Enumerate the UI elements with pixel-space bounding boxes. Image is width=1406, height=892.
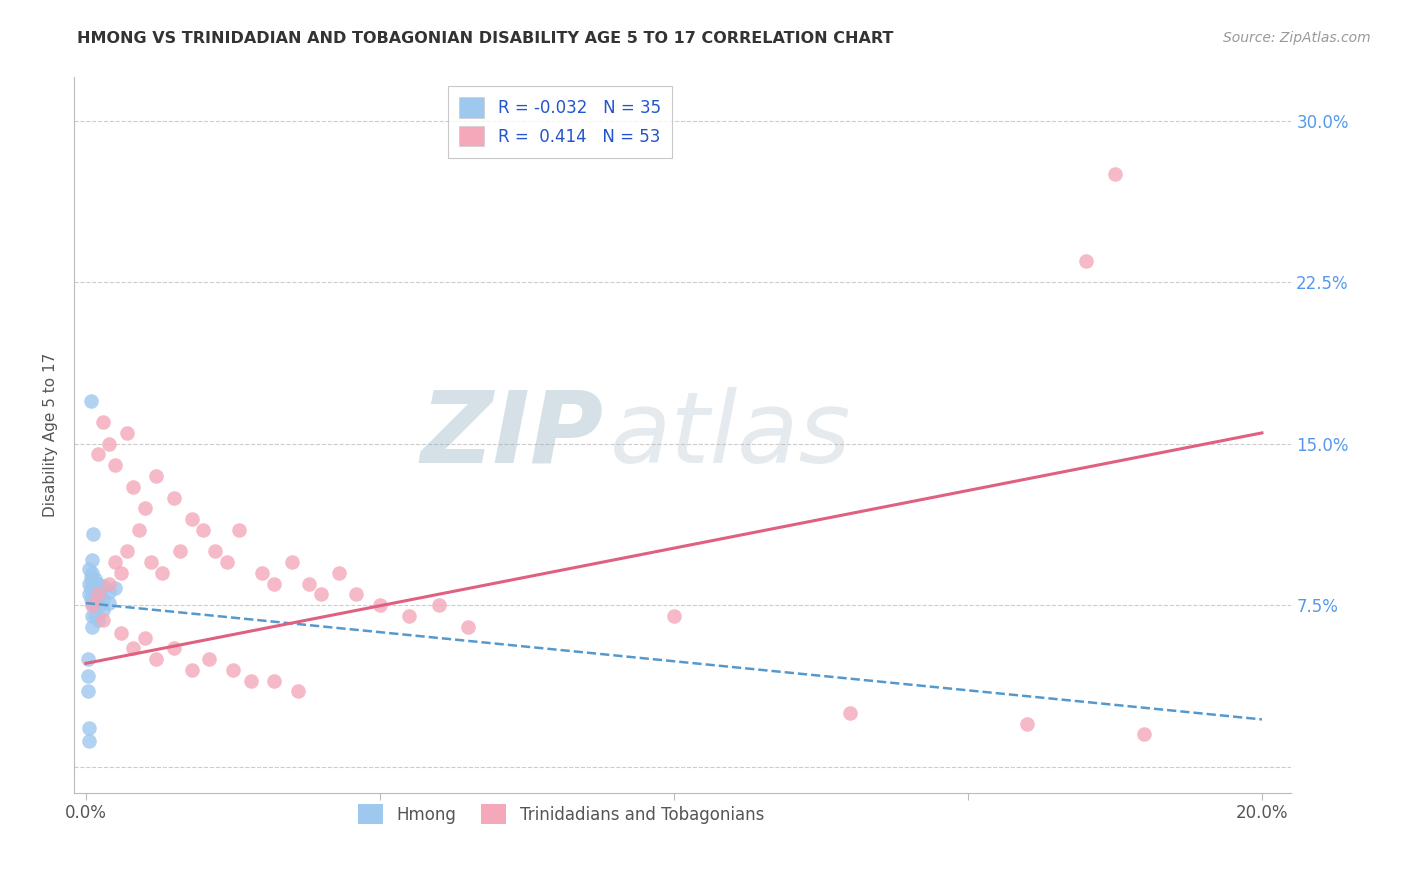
Point	[86, 590, 108, 604]
Point	[98, 596, 121, 610]
Point	[1074, 253, 1097, 268]
Point	[77, 587, 100, 601]
Point	[76, 652, 98, 666]
Point	[79, 581, 101, 595]
Point	[134, 631, 156, 645]
Point	[139, 555, 162, 569]
Point	[368, 599, 391, 613]
Point	[83, 596, 105, 610]
Point	[79, 570, 101, 584]
Point	[80, 553, 103, 567]
Point	[145, 652, 167, 666]
Point	[80, 566, 103, 580]
Point	[79, 393, 101, 408]
Point	[93, 602, 115, 616]
Point	[163, 641, 186, 656]
Point	[122, 480, 145, 494]
Point	[204, 544, 226, 558]
Point	[239, 673, 262, 688]
Point	[93, 415, 115, 429]
Point	[80, 599, 103, 613]
Point	[228, 523, 250, 537]
Point	[98, 585, 121, 599]
Point	[83, 583, 105, 598]
Point	[128, 523, 150, 537]
Point	[180, 512, 202, 526]
Point	[263, 576, 285, 591]
Point	[80, 583, 103, 598]
Point	[86, 576, 108, 591]
Point	[298, 576, 321, 591]
Point	[287, 684, 309, 698]
Point	[79, 591, 101, 606]
Point	[104, 555, 127, 569]
Point	[110, 566, 132, 580]
Point	[309, 587, 332, 601]
Point	[280, 555, 302, 569]
Point	[76, 669, 98, 683]
Point	[80, 620, 103, 634]
Point	[427, 599, 450, 613]
Point	[252, 566, 274, 580]
Point	[1104, 167, 1126, 181]
Point	[77, 734, 100, 748]
Point	[145, 469, 167, 483]
Point	[93, 579, 115, 593]
Point	[457, 620, 479, 634]
Point	[328, 566, 350, 580]
Point	[215, 555, 238, 569]
Point	[169, 544, 191, 558]
Point	[104, 458, 127, 473]
Point	[98, 576, 121, 591]
Y-axis label: Disability Age 5 to 17: Disability Age 5 to 17	[44, 353, 58, 517]
Point	[93, 591, 115, 606]
Text: HMONG VS TRINIDADIAN AND TOBAGONIAN DISABILITY AGE 5 TO 17 CORRELATION CHART: HMONG VS TRINIDADIAN AND TOBAGONIAN DISA…	[77, 31, 894, 46]
Point	[662, 609, 685, 624]
Point	[180, 663, 202, 677]
Legend: Hmong, Trinidadians and Tobagonians: Hmong, Trinidadians and Tobagonians	[349, 794, 773, 834]
Point	[76, 684, 98, 698]
Point	[82, 527, 104, 541]
Point	[98, 436, 121, 450]
Point	[839, 706, 862, 720]
Point	[80, 596, 103, 610]
Point	[150, 566, 173, 580]
Point	[90, 583, 112, 598]
Text: Source: ZipAtlas.com: Source: ZipAtlas.com	[1223, 31, 1371, 45]
Point	[134, 501, 156, 516]
Point	[86, 587, 108, 601]
Point	[1015, 716, 1038, 731]
Point	[122, 641, 145, 656]
Point	[83, 573, 105, 587]
Point	[77, 721, 100, 735]
Point	[83, 609, 105, 624]
Point	[222, 663, 245, 677]
Point	[77, 561, 100, 575]
Point	[163, 491, 186, 505]
Point	[104, 581, 127, 595]
Point	[93, 613, 115, 627]
Text: atlas: atlas	[610, 386, 851, 483]
Point	[77, 576, 100, 591]
Text: ZIP: ZIP	[420, 386, 603, 483]
Point	[1133, 727, 1156, 741]
Point	[115, 544, 138, 558]
Point	[80, 574, 103, 589]
Point	[198, 652, 221, 666]
Point	[398, 609, 420, 624]
Point	[193, 523, 215, 537]
Point	[86, 600, 108, 615]
Point	[80, 609, 103, 624]
Point	[344, 587, 367, 601]
Point	[263, 673, 285, 688]
Point	[86, 447, 108, 461]
Point	[110, 626, 132, 640]
Point	[115, 425, 138, 440]
Point	[86, 613, 108, 627]
